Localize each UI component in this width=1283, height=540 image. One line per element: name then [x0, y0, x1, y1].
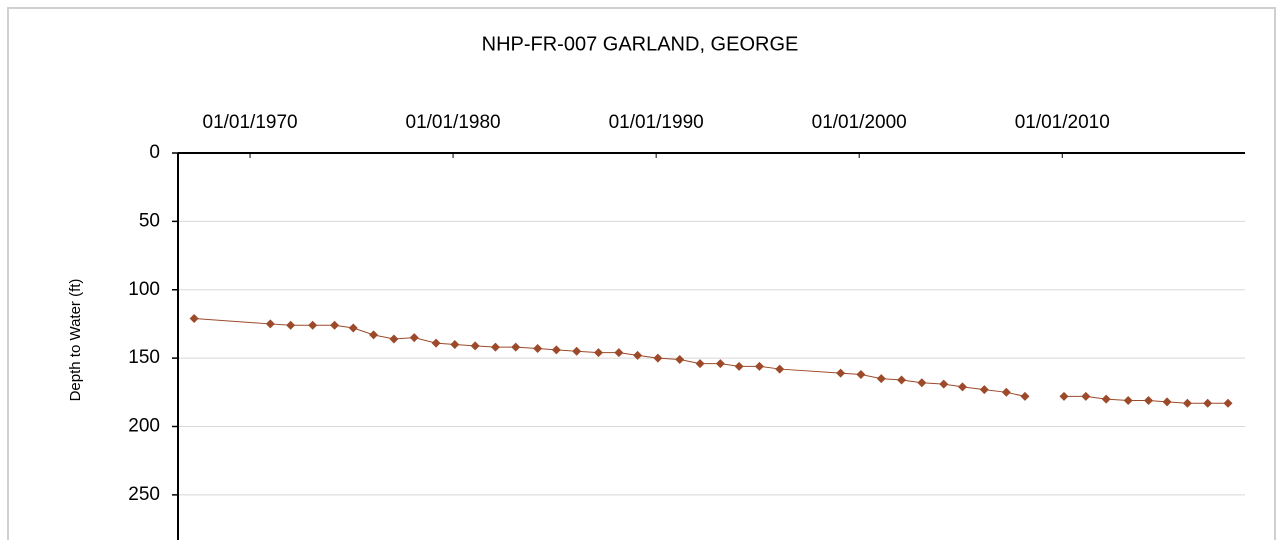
- y-axis-label: Depth to Water (ft): [67, 279, 84, 402]
- data-point: [1020, 391, 1030, 401]
- data-point: [490, 342, 500, 352]
- data-point: [775, 364, 785, 374]
- data-point: [836, 368, 846, 378]
- data-point: [450, 339, 460, 349]
- data-point: [1162, 397, 1172, 407]
- data-point: [265, 319, 275, 329]
- data-point: [897, 375, 907, 385]
- data-point: [614, 348, 624, 358]
- data-point: [189, 313, 199, 323]
- data-point: [917, 378, 927, 388]
- chart-title: NHP-FR-007 GARLAND, GEORGE: [482, 33, 799, 55]
- data-point: [1059, 391, 1069, 401]
- data-point: [409, 333, 419, 343]
- x-tick-label: 01/01/1990: [609, 112, 704, 133]
- data-point: [1182, 398, 1192, 408]
- data-point: [715, 359, 725, 369]
- data-point: [1203, 398, 1213, 408]
- x-tick-label: 01/01/2000: [812, 112, 907, 133]
- data-point: [653, 353, 663, 363]
- data-point: [633, 350, 643, 360]
- data-point: [856, 370, 866, 380]
- y-tick-label: 50: [139, 210, 160, 231]
- data-point: [286, 320, 296, 330]
- data-point: [1123, 396, 1133, 406]
- data-point: [511, 342, 521, 352]
- data-point: [754, 361, 764, 371]
- y-tick-label: 150: [128, 347, 160, 368]
- data-point: [369, 330, 379, 340]
- data-point: [330, 320, 340, 330]
- data-point: [876, 374, 886, 384]
- y-tick-label: 0: [149, 142, 160, 163]
- y-tick-label: 250: [128, 484, 160, 505]
- data-point: [551, 345, 561, 355]
- data-point: [1101, 394, 1111, 404]
- data-point: [431, 338, 441, 348]
- data-point: [675, 354, 685, 364]
- data-point: [308, 320, 318, 330]
- data-point: [594, 348, 604, 358]
- data-point: [695, 359, 705, 369]
- data-point: [470, 341, 480, 351]
- data-point: [348, 323, 358, 333]
- data-point: [1001, 387, 1011, 397]
- data-point: [572, 346, 582, 356]
- data-point: [1143, 396, 1153, 406]
- y-tick-label: 200: [128, 416, 160, 437]
- data-point: [979, 385, 989, 395]
- data-point: [389, 334, 399, 344]
- x-tick-label: 01/01/1980: [406, 112, 501, 133]
- frame: [7, 7, 1276, 540]
- x-tick-label: 01/01/1970: [203, 112, 298, 133]
- y-tick-label: 100: [128, 279, 160, 300]
- data-point: [533, 344, 543, 354]
- x-tick-label: 01/01/2010: [1015, 112, 1110, 133]
- data-point: [1223, 398, 1233, 408]
- data-point: [734, 361, 744, 371]
- data-point: [1081, 391, 1091, 401]
- data-point: [939, 379, 949, 389]
- data-point: [957, 382, 967, 392]
